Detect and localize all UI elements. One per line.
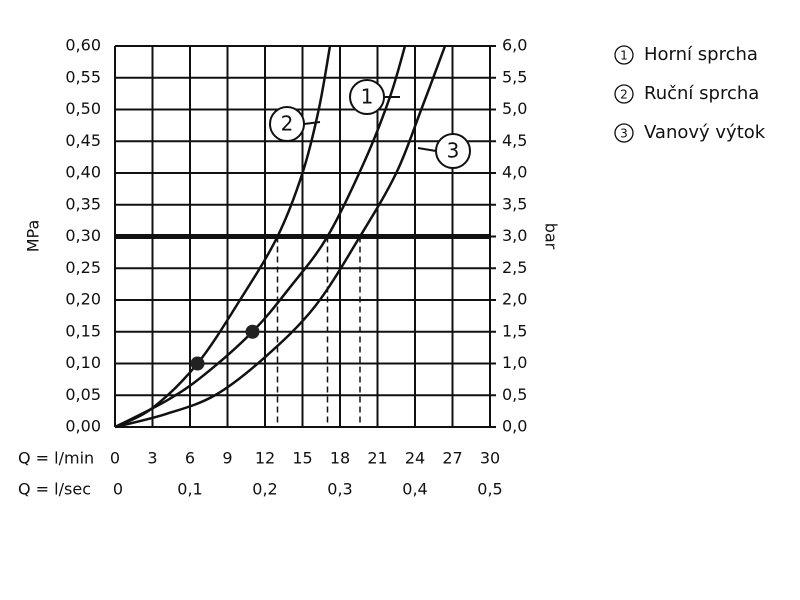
y2-tick-label: 1,0 xyxy=(502,353,527,372)
y2-tick-label: 1,5 xyxy=(502,321,527,340)
curve xyxy=(114,45,332,429)
x-tick-label: 3 xyxy=(147,449,157,468)
y-tick-label: 0,05 xyxy=(65,385,101,404)
y-tick-label: 0,30 xyxy=(65,226,101,245)
x-axis-label: Q = l/min xyxy=(18,449,94,468)
y2-tick-label: 5,0 xyxy=(502,99,527,118)
marker xyxy=(190,356,205,371)
y2-tick-label: 3,5 xyxy=(502,194,527,213)
y-tick-label: 0,50 xyxy=(65,99,101,118)
curve xyxy=(114,45,447,429)
y-tick-label: 0,55 xyxy=(65,67,101,86)
y-tick-label: 0,25 xyxy=(65,258,101,277)
curve-label: 1 xyxy=(361,85,374,109)
curve-label-circle xyxy=(435,133,471,169)
x2-tick-label: 0,3 xyxy=(327,480,352,499)
legend-label: Horní sprcha xyxy=(644,44,758,65)
y2-tick-label: 0,0 xyxy=(502,417,527,436)
y2-tick-label: 0,5 xyxy=(502,385,527,404)
x-tick-label: 27 xyxy=(442,449,462,468)
legend-label: Vanový výtok xyxy=(644,122,766,143)
x2-tick-label: 0,2 xyxy=(252,480,277,499)
y2-tick-label: 5,5 xyxy=(502,67,527,86)
legend-number: 3 xyxy=(620,127,628,141)
legend-circle xyxy=(614,84,634,104)
legend-number: 1 xyxy=(620,49,628,63)
y2-axis-label: bar xyxy=(542,223,561,250)
y2-tick-label: 6,0 xyxy=(502,36,527,55)
x-tick-label: 6 xyxy=(185,449,195,468)
legend-circle xyxy=(614,123,634,143)
y2-tick-label: 4,5 xyxy=(502,131,527,150)
x2-tick-label: 0,1 xyxy=(177,480,202,499)
y2-tick-label: 2,5 xyxy=(502,258,527,277)
marker xyxy=(245,324,260,339)
x-tick-label: 15 xyxy=(292,449,312,468)
y2-tick-label: 4,0 xyxy=(502,163,527,182)
leader-line xyxy=(417,147,437,152)
y-tick-label: 0,40 xyxy=(65,163,101,182)
x2-tick-label: 0,5 xyxy=(477,480,502,499)
y-tick-label: 0,35 xyxy=(65,194,101,213)
y2-tick-label: 2,0 xyxy=(502,290,527,309)
legend-number: 2 xyxy=(620,88,628,102)
curve-label-circle xyxy=(349,79,385,115)
y-tick-label: 0,20 xyxy=(65,290,101,309)
legend-circle xyxy=(614,45,634,65)
y-tick-label: 0,45 xyxy=(65,131,101,150)
x-tick-label: 24 xyxy=(405,449,425,468)
y-axis-label: MPa xyxy=(24,220,43,253)
curve-label-circle xyxy=(269,106,305,142)
y-tick-label: 0,10 xyxy=(65,353,101,372)
y2-tick-label: 3,0 xyxy=(502,226,527,245)
x2-tick-label: 0,4 xyxy=(402,480,427,499)
curve-label: 3 xyxy=(447,139,460,163)
curve-label: 2 xyxy=(281,112,294,136)
x2-tick-label: 0 xyxy=(113,480,123,499)
y-tick-label: 0,15 xyxy=(65,321,101,340)
legend-label: Ruční sprcha xyxy=(644,83,759,104)
x-tick-label: 0 xyxy=(110,449,120,468)
x-tick-label: 12 xyxy=(255,449,275,468)
x-tick-label: 30 xyxy=(480,449,500,468)
x-tick-label: 9 xyxy=(222,449,232,468)
x2-axis-label: Q = l/sec xyxy=(18,480,91,499)
y-tick-label: 0,00 xyxy=(65,417,101,436)
curve xyxy=(114,45,407,429)
x-tick-label: 21 xyxy=(367,449,387,468)
y-tick-label: 0,60 xyxy=(65,36,101,55)
x-tick-label: 18 xyxy=(330,449,350,468)
leader-line xyxy=(303,121,321,125)
